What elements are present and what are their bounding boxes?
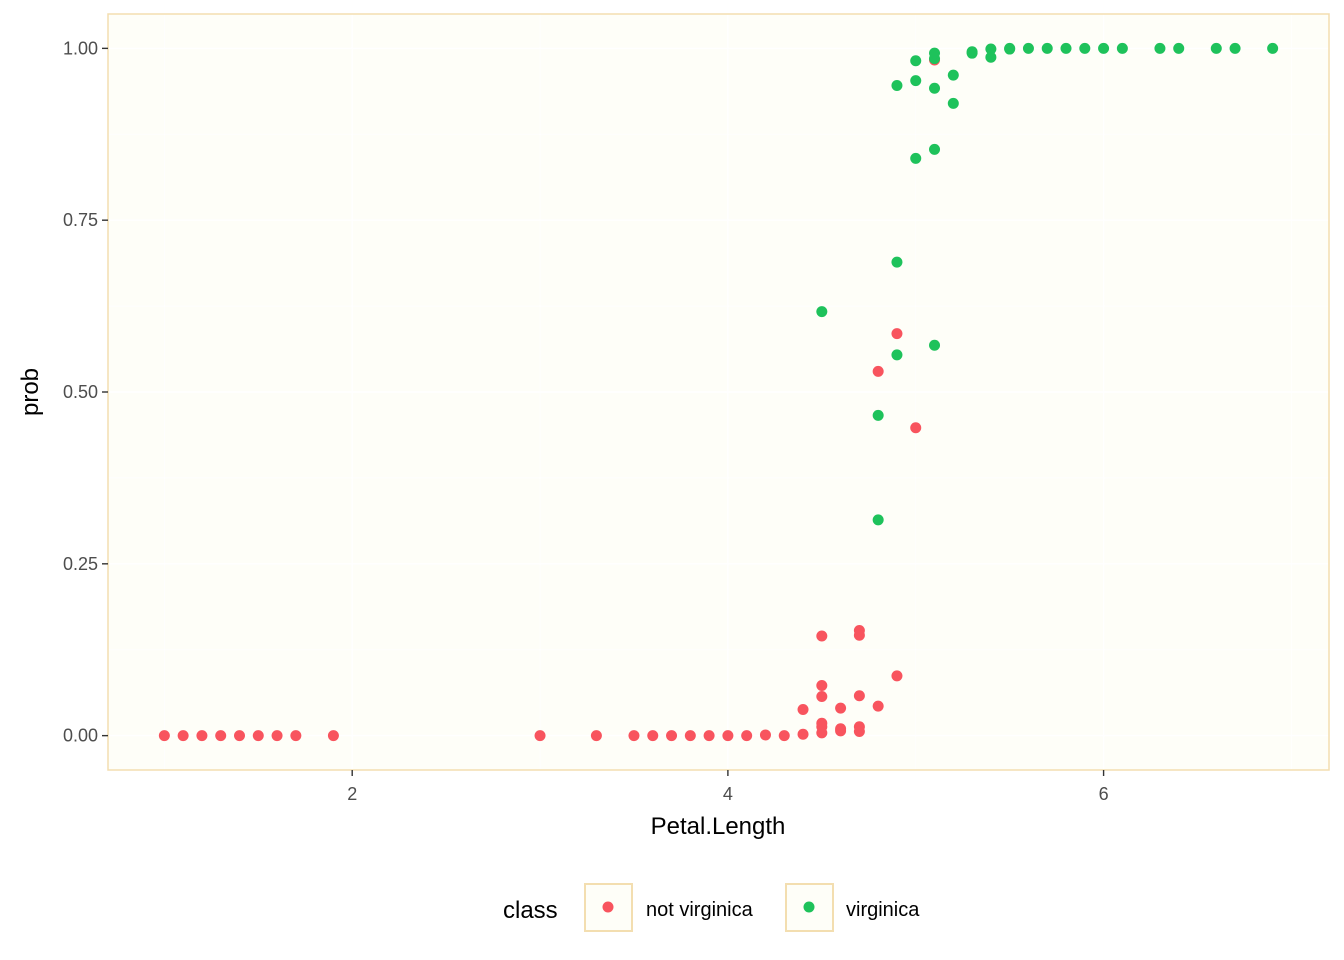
point-virginica: [929, 339, 941, 351]
y-tick-label: 0.75: [63, 210, 98, 230]
point-virginica: [929, 47, 941, 59]
point-virginica: [872, 514, 884, 526]
legend-label-virginica: virginica: [846, 899, 920, 921]
point-not-virginica: [290, 730, 302, 742]
point-not-virginica: [534, 730, 546, 742]
legend-dot-not-virginica: [602, 901, 614, 913]
grid-lines: [108, 14, 1329, 770]
point-not-virginica: [684, 730, 696, 742]
point-not-virginica: [252, 730, 264, 742]
point-not-virginica: [816, 679, 828, 691]
point-virginica: [1004, 42, 1016, 54]
x-tick-label: 2: [347, 784, 357, 804]
point-not-virginica: [215, 730, 227, 742]
point-virginica: [947, 69, 959, 81]
point-virginica: [929, 143, 941, 155]
y-axis: 0.00 0.25 0.50 0.75 1.00: [63, 38, 108, 746]
point-virginica: [1079, 42, 1091, 54]
point-not-virginica: [741, 730, 753, 742]
point-virginica: [910, 152, 922, 164]
point-virginica: [947, 97, 959, 109]
point-not-virginica: [797, 728, 809, 740]
legend-key-not-virginica: [584, 883, 633, 932]
x-axis: 2 4 6: [347, 770, 1109, 804]
point-virginica: [872, 409, 884, 421]
point-not-virginica: [177, 730, 189, 742]
point-not-virginica: [703, 730, 715, 742]
legend-dot-virginica: [803, 901, 815, 913]
point-not-virginica: [853, 690, 865, 702]
point-not-virginica: [590, 730, 602, 742]
point-virginica: [1116, 42, 1128, 54]
legend-key-virginica: [785, 883, 834, 932]
point-not-virginica: [891, 328, 903, 340]
legend: class not virginica virginica: [503, 883, 920, 932]
point-not-virginica: [628, 730, 640, 742]
point-not-virginica: [327, 730, 339, 742]
point-not-virginica: [647, 730, 659, 742]
point-virginica: [1173, 42, 1185, 54]
point-not-virginica: [816, 727, 828, 739]
data-points: [158, 42, 1279, 742]
y-tick-label: 0.25: [63, 554, 98, 574]
point-not-virginica: [722, 730, 734, 742]
point-virginica: [1267, 42, 1279, 54]
point-not-virginica: [891, 670, 903, 682]
point-virginica: [891, 256, 903, 268]
point-not-virginica: [797, 704, 809, 716]
point-not-virginica: [853, 726, 865, 738]
point-virginica: [910, 75, 922, 87]
x-tick-label: 4: [723, 784, 733, 804]
point-not-virginica: [196, 730, 208, 742]
point-not-virginica: [835, 725, 847, 737]
point-virginica: [891, 79, 903, 91]
y-axis-title: prob: [17, 368, 44, 416]
point-virginica: [966, 46, 978, 58]
point-not-virginica: [666, 730, 678, 742]
point-virginica: [1229, 42, 1241, 54]
point-not-virginica: [778, 730, 790, 742]
x-axis-title: Petal.Length: [651, 813, 786, 840]
point-not-virginica: [816, 690, 828, 702]
point-not-virginica: [759, 729, 771, 741]
point-virginica: [816, 306, 828, 318]
point-virginica: [1210, 42, 1222, 54]
point-not-virginica: [910, 422, 922, 434]
point-not-virginica: [271, 730, 283, 742]
point-not-virginica: [872, 365, 884, 377]
legend-title: class: [503, 897, 558, 924]
point-not-virginica: [872, 700, 884, 712]
point-not-virginica: [816, 630, 828, 642]
point-not-virginica: [233, 730, 245, 742]
point-virginica: [929, 82, 941, 94]
point-virginica: [1098, 42, 1110, 54]
point-virginica: [985, 43, 997, 55]
y-tick-label: 1.00: [63, 38, 98, 58]
legend-label-not-virginica: not virginica: [646, 899, 754, 921]
point-virginica: [1154, 42, 1166, 54]
y-tick-label: 0.00: [63, 726, 98, 746]
point-not-virginica: [853, 629, 865, 641]
point-virginica: [1041, 42, 1053, 54]
point-not-virginica: [158, 730, 170, 742]
point-virginica: [1060, 42, 1072, 54]
point-virginica: [891, 349, 903, 361]
point-virginica: [910, 55, 922, 67]
point-virginica: [985, 51, 997, 63]
point-virginica: [1022, 42, 1034, 54]
y-tick-label: 0.50: [63, 382, 98, 402]
point-not-virginica: [835, 702, 847, 714]
x-tick-label: 6: [1099, 784, 1109, 804]
